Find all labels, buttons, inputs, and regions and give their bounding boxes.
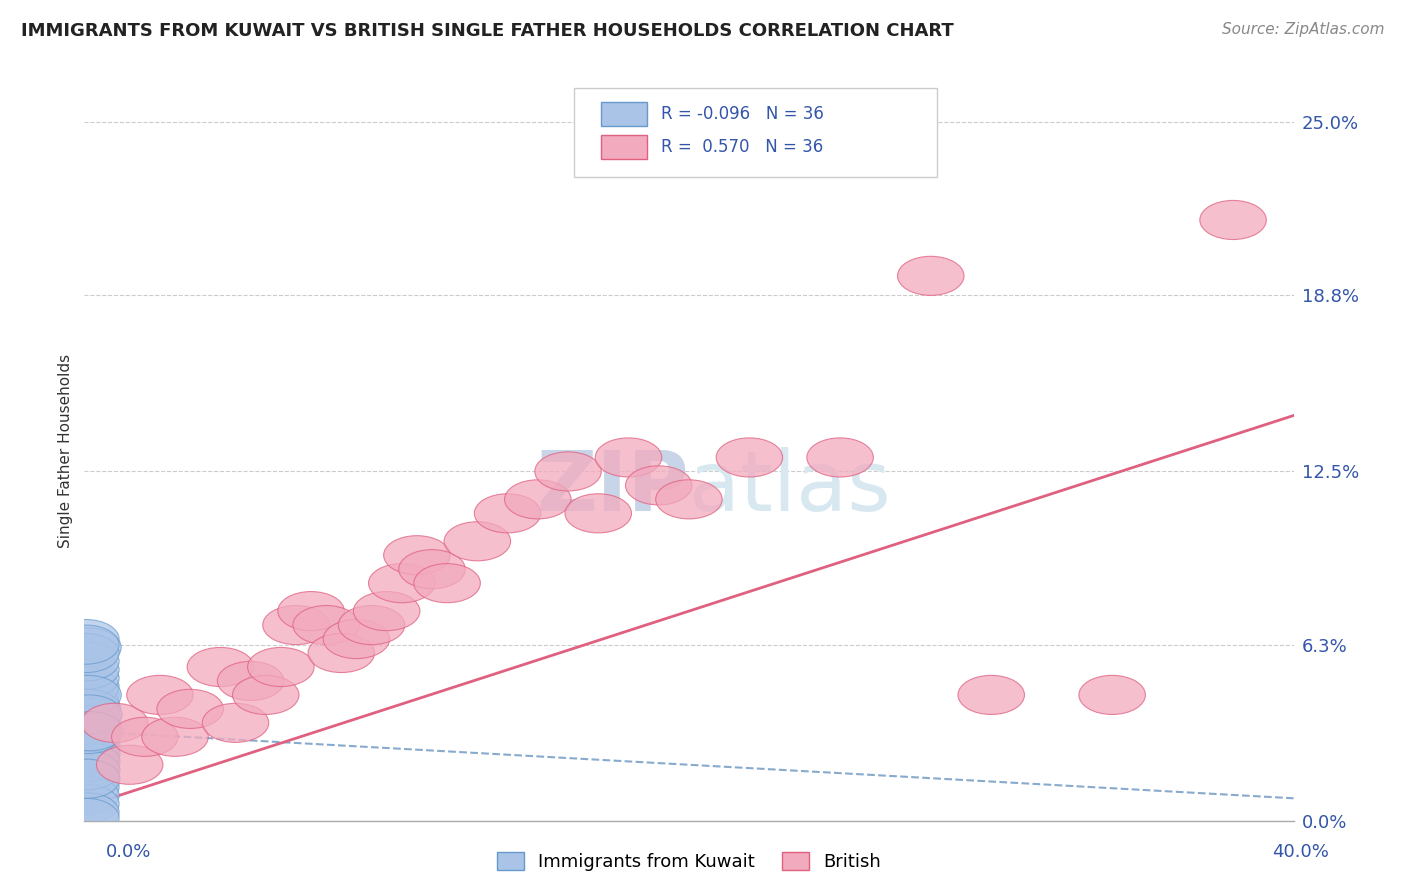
Ellipse shape bbox=[52, 720, 120, 759]
Ellipse shape bbox=[897, 256, 965, 295]
Ellipse shape bbox=[368, 564, 434, 603]
Ellipse shape bbox=[474, 494, 541, 533]
Ellipse shape bbox=[142, 717, 208, 756]
Ellipse shape bbox=[52, 748, 120, 787]
Ellipse shape bbox=[323, 619, 389, 658]
Ellipse shape bbox=[111, 717, 179, 756]
Ellipse shape bbox=[384, 536, 450, 574]
Text: R =  0.570   N = 36: R = 0.570 N = 36 bbox=[661, 138, 824, 156]
Ellipse shape bbox=[1199, 201, 1267, 240]
Ellipse shape bbox=[53, 726, 120, 764]
Ellipse shape bbox=[53, 698, 121, 737]
Ellipse shape bbox=[53, 706, 121, 745]
Ellipse shape bbox=[52, 619, 120, 658]
Ellipse shape bbox=[52, 650, 120, 690]
Ellipse shape bbox=[53, 690, 121, 729]
Ellipse shape bbox=[52, 625, 120, 665]
Ellipse shape bbox=[52, 793, 120, 832]
Ellipse shape bbox=[52, 767, 120, 806]
Ellipse shape bbox=[52, 633, 120, 673]
Ellipse shape bbox=[53, 734, 120, 773]
Ellipse shape bbox=[202, 703, 269, 742]
Ellipse shape bbox=[52, 684, 120, 723]
Ellipse shape bbox=[807, 438, 873, 477]
Y-axis label: Single Father Households: Single Father Households bbox=[58, 353, 73, 548]
Ellipse shape bbox=[339, 606, 405, 645]
Text: ZIP: ZIP bbox=[537, 447, 689, 528]
Text: 0.0%: 0.0% bbox=[105, 843, 150, 861]
Ellipse shape bbox=[52, 776, 120, 815]
Ellipse shape bbox=[53, 714, 121, 754]
Legend: Immigrants from Kuwait, British: Immigrants from Kuwait, British bbox=[489, 845, 889, 879]
Ellipse shape bbox=[187, 648, 253, 687]
Ellipse shape bbox=[52, 703, 120, 742]
Ellipse shape bbox=[55, 675, 121, 714]
Ellipse shape bbox=[52, 798, 120, 838]
Ellipse shape bbox=[52, 675, 120, 714]
Ellipse shape bbox=[626, 466, 692, 505]
Ellipse shape bbox=[232, 675, 299, 714]
FancyBboxPatch shape bbox=[600, 103, 647, 126]
Text: 40.0%: 40.0% bbox=[1272, 843, 1329, 861]
Ellipse shape bbox=[1078, 675, 1146, 714]
Ellipse shape bbox=[413, 564, 481, 603]
Ellipse shape bbox=[97, 745, 163, 784]
Text: Source: ZipAtlas.com: Source: ZipAtlas.com bbox=[1222, 22, 1385, 37]
Ellipse shape bbox=[52, 642, 120, 681]
Ellipse shape bbox=[247, 648, 314, 687]
Ellipse shape bbox=[52, 692, 120, 731]
Ellipse shape bbox=[444, 522, 510, 561]
Ellipse shape bbox=[82, 703, 148, 742]
FancyBboxPatch shape bbox=[574, 87, 936, 177]
Ellipse shape bbox=[53, 759, 120, 798]
Ellipse shape bbox=[534, 452, 602, 491]
Ellipse shape bbox=[52, 658, 120, 698]
Ellipse shape bbox=[505, 480, 571, 519]
FancyBboxPatch shape bbox=[600, 135, 647, 159]
Ellipse shape bbox=[957, 675, 1025, 714]
Ellipse shape bbox=[157, 690, 224, 729]
Ellipse shape bbox=[716, 438, 783, 477]
Ellipse shape bbox=[52, 731, 120, 771]
Ellipse shape bbox=[218, 661, 284, 700]
Ellipse shape bbox=[353, 591, 420, 631]
Ellipse shape bbox=[399, 549, 465, 589]
Ellipse shape bbox=[292, 606, 360, 645]
Ellipse shape bbox=[53, 742, 120, 781]
Ellipse shape bbox=[595, 438, 662, 477]
Text: R = -0.096   N = 36: R = -0.096 N = 36 bbox=[661, 105, 824, 123]
Ellipse shape bbox=[53, 717, 120, 756]
Ellipse shape bbox=[52, 712, 120, 751]
Ellipse shape bbox=[56, 712, 124, 751]
Ellipse shape bbox=[53, 751, 120, 790]
Ellipse shape bbox=[52, 759, 120, 798]
Ellipse shape bbox=[52, 667, 120, 706]
Text: IMMIGRANTS FROM KUWAIT VS BRITISH SINGLE FATHER HOUSEHOLDS CORRELATION CHART: IMMIGRANTS FROM KUWAIT VS BRITISH SINGLE… bbox=[21, 22, 953, 40]
Ellipse shape bbox=[127, 675, 193, 714]
Ellipse shape bbox=[263, 606, 329, 645]
Ellipse shape bbox=[52, 739, 120, 779]
Ellipse shape bbox=[278, 591, 344, 631]
Ellipse shape bbox=[56, 695, 122, 734]
Ellipse shape bbox=[655, 480, 723, 519]
Text: atlas: atlas bbox=[689, 447, 890, 528]
Ellipse shape bbox=[565, 494, 631, 533]
Ellipse shape bbox=[55, 628, 121, 667]
Ellipse shape bbox=[308, 633, 374, 673]
Ellipse shape bbox=[52, 784, 120, 823]
